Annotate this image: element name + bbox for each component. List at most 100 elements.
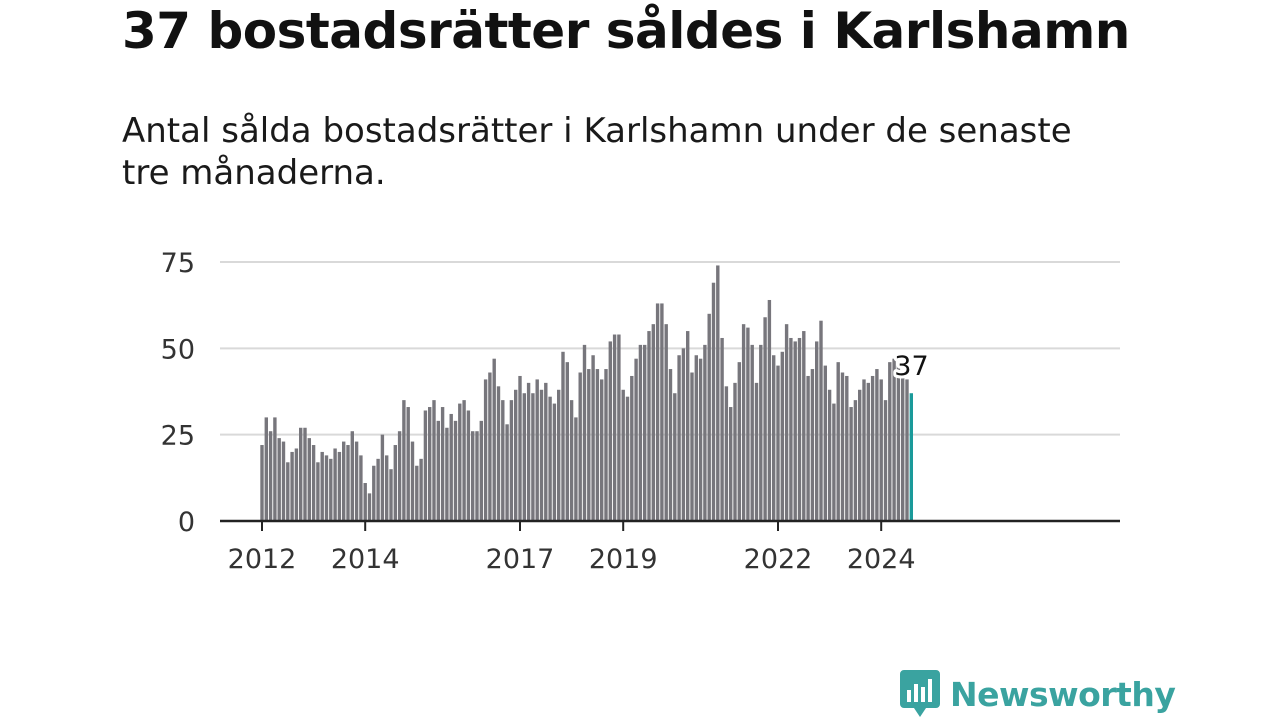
bar <box>793 341 797 521</box>
bar <box>299 427 303 521</box>
bar <box>432 400 436 521</box>
newsworthy-logo: Newsworthy <box>900 670 1176 718</box>
bar <box>883 400 888 521</box>
bar <box>621 389 625 521</box>
bar <box>552 403 557 521</box>
bar <box>372 465 376 521</box>
bar <box>320 451 324 521</box>
bar <box>677 355 681 521</box>
bar <box>423 410 428 521</box>
bar <box>591 355 595 521</box>
bar <box>836 362 840 521</box>
bar <box>716 265 720 521</box>
bar <box>892 358 896 521</box>
chart-title: 37 bostadsrätter såldes i Karlshamn <box>122 2 1130 60</box>
bar <box>784 324 789 521</box>
bar <box>286 462 290 521</box>
bar <box>608 341 612 521</box>
bar <box>780 351 784 521</box>
bar <box>870 375 875 521</box>
bar <box>526 382 531 521</box>
bar-highlight <box>909 393 913 521</box>
bar <box>823 365 827 521</box>
bar <box>754 382 759 521</box>
bar <box>690 372 694 521</box>
bar <box>729 407 733 521</box>
bar <box>643 344 647 521</box>
bar <box>569 400 574 521</box>
bar <box>772 355 776 521</box>
bar <box>901 375 905 521</box>
x-tick-label: 2012 <box>228 544 297 575</box>
bar <box>634 358 638 521</box>
bar <box>720 337 724 521</box>
bar <box>518 375 522 521</box>
bar <box>875 369 879 521</box>
bar <box>827 389 832 521</box>
bar <box>879 379 883 521</box>
bar <box>557 389 561 521</box>
bar <box>849 407 853 521</box>
bar <box>630 375 634 521</box>
bar <box>462 400 466 521</box>
bar <box>600 379 604 521</box>
newsworthy-logo-text: Newsworthy <box>950 674 1176 714</box>
bar <box>316 462 320 521</box>
bar <box>819 320 823 521</box>
bar <box>806 375 810 521</box>
bar <box>578 372 582 521</box>
bar <box>574 417 578 521</box>
newsworthy-logo-icon <box>900 670 940 717</box>
x-tick-label: 2019 <box>589 544 658 575</box>
bar <box>561 351 565 521</box>
bar <box>531 393 535 521</box>
bar <box>505 424 509 521</box>
x-tick-label: 2017 <box>486 544 555 575</box>
bar <box>324 455 329 521</box>
bar <box>815 341 819 521</box>
y-tick-label: 0 <box>178 507 195 538</box>
bar <box>419 458 423 521</box>
bar <box>449 413 453 521</box>
y-tick-label: 75 <box>161 248 195 279</box>
y-tick-label: 25 <box>161 421 195 452</box>
bar <box>397 431 402 521</box>
bar <box>548 396 552 521</box>
bar <box>337 451 342 521</box>
x-tick-label: 2024 <box>847 544 916 575</box>
bar <box>329 458 333 521</box>
bar <box>797 337 802 521</box>
bar <box>789 337 793 521</box>
bar <box>612 334 617 521</box>
bar <box>342 441 346 521</box>
bar <box>522 393 526 521</box>
bar <box>535 379 539 521</box>
bar <box>402 400 406 521</box>
bar <box>582 344 587 521</box>
bar <box>406 407 410 521</box>
bar <box>698 358 703 521</box>
bar <box>303 427 307 521</box>
bar <box>746 327 750 521</box>
chart-subtitle: Antal sålda bostadsrätter i Karlshamn un… <box>122 111 1072 193</box>
y-tick-label: 50 <box>161 334 195 365</box>
bar <box>544 382 548 521</box>
bar <box>273 417 277 521</box>
bar <box>466 410 471 521</box>
bar <box>853 400 858 521</box>
bar <box>737 362 741 521</box>
bar <box>346 445 350 521</box>
bar <box>655 303 660 521</box>
bar <box>380 434 385 521</box>
bar <box>268 431 273 521</box>
bar <box>759 344 763 521</box>
bar <box>664 324 668 521</box>
bar <box>810 369 815 521</box>
bar <box>703 344 707 521</box>
bar <box>638 344 643 521</box>
bar <box>436 420 440 521</box>
bar <box>565 362 569 521</box>
bar <box>509 400 514 521</box>
bar <box>410 441 415 521</box>
bar <box>587 369 591 521</box>
